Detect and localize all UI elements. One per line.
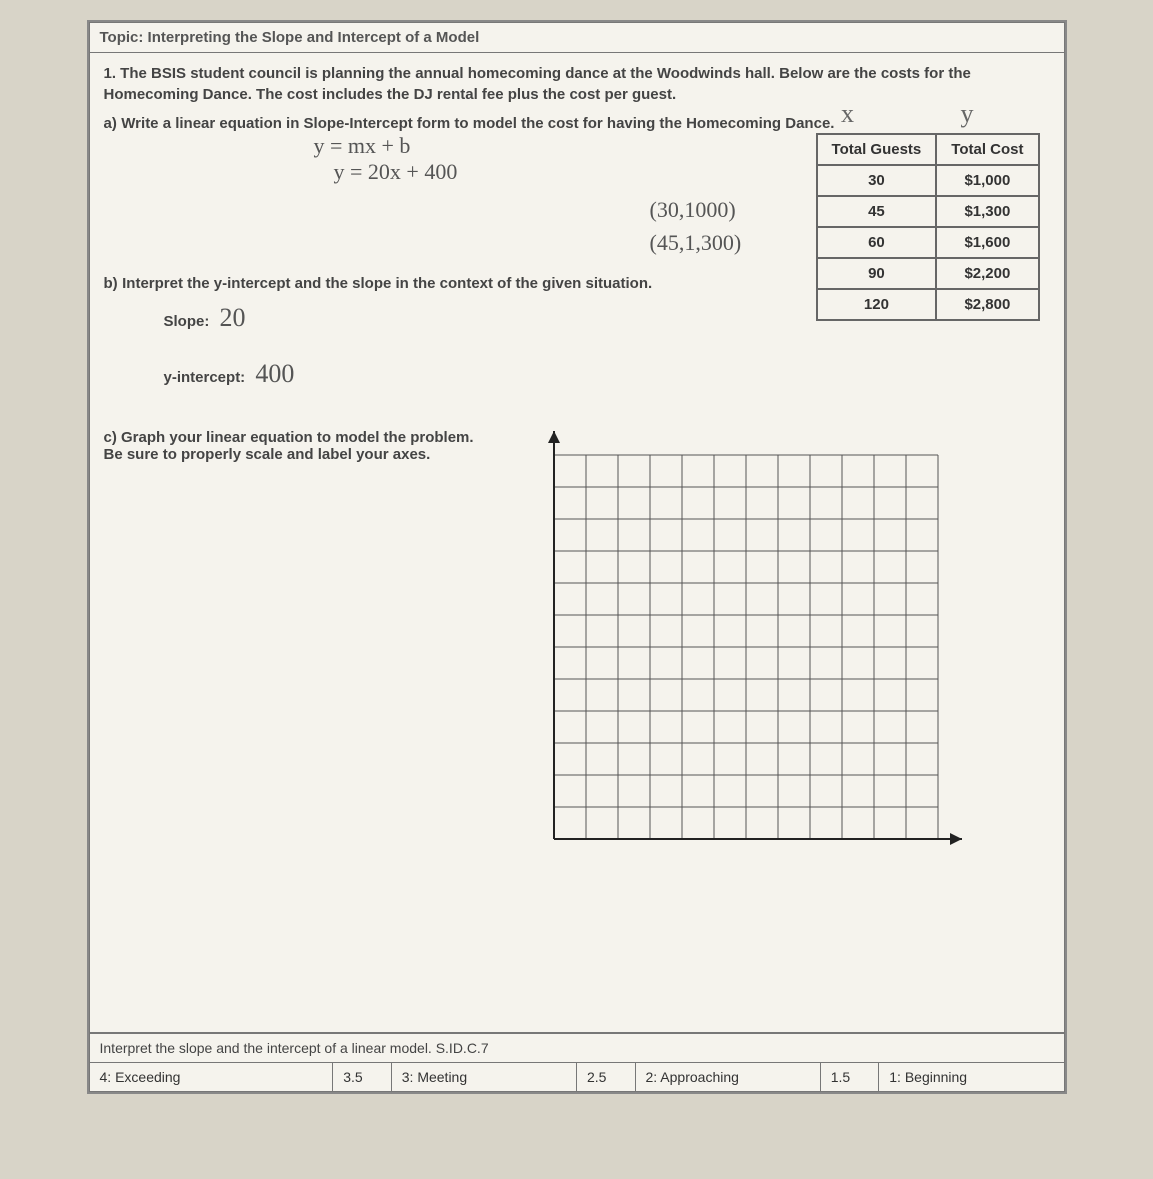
standard-text: Interpret the slope and the intercept of… xyxy=(89,1034,1064,1063)
topic-bar: Topic: Interpreting the Slope and Interc… xyxy=(89,22,1065,53)
data-table: Total Guests Total Cost 30$1,000 45$1,30… xyxy=(816,133,1040,321)
slope-label: Slope: xyxy=(164,313,210,330)
part-a-label: a) xyxy=(104,115,117,132)
table-row: 30$1,000 xyxy=(817,165,1039,196)
part-c-text: Graph your linear equation to model the … xyxy=(104,429,474,463)
graph-grid xyxy=(504,429,984,869)
part-a-text: Write a linear equation in Slope-Interce… xyxy=(121,115,834,132)
col-header-guests: Total Guests xyxy=(817,134,937,165)
hw-coord1: (30,1000) xyxy=(650,193,742,226)
rubric-cell: 4: Exceeding xyxy=(89,1063,333,1092)
yint-value: 400 xyxy=(255,359,294,388)
xy-annotation: x y xyxy=(841,99,1024,129)
rubric-cell: 1: Beginning xyxy=(879,1063,1064,1092)
rubric-cell: 2: Approaching xyxy=(635,1063,820,1092)
part-c-text-block: c) Graph your linear equation to model t… xyxy=(104,429,484,869)
rubric-row: 4: Exceeding 3.5 3: Meeting 2.5 2: Appro… xyxy=(89,1063,1064,1092)
grid-svg xyxy=(504,429,984,869)
part-c: c) Graph your linear equation to model t… xyxy=(104,429,1050,869)
rubric-score: 1.5 xyxy=(820,1063,879,1092)
hw-coords: (30,1000) (45,1,300) xyxy=(650,193,742,259)
yint-line: y-intercept: 400 xyxy=(164,359,1050,389)
part-b-label: b) xyxy=(104,275,118,292)
table-header-row: Total Guests Total Cost xyxy=(817,134,1039,165)
table-row: 90$2,200 xyxy=(817,258,1039,289)
table-row: 120$2,800 xyxy=(817,289,1039,320)
part-b-text: Interpret the y-intercept and the slope … xyxy=(122,275,652,292)
topic-text: Topic: Interpreting the Slope and Interc… xyxy=(100,29,480,46)
table-row: 45$1,300 xyxy=(817,196,1039,227)
part-c-label: c) xyxy=(104,429,117,446)
rubric-score: 2.5 xyxy=(577,1063,636,1092)
slope-value: 20 xyxy=(220,303,246,332)
col-header-cost: Total Cost xyxy=(936,134,1038,165)
standard-row: Interpret the slope and the intercept of… xyxy=(89,1034,1064,1063)
rubric-score: 3.5 xyxy=(333,1063,392,1092)
footer-table: Interpret the slope and the intercept of… xyxy=(89,1033,1065,1092)
hw-coord2: (45,1,300) xyxy=(650,226,742,259)
rubric-cell: 3: Meeting xyxy=(391,1063,576,1092)
table-body: 30$1,000 45$1,300 60$1,600 90$2,200 120$… xyxy=(817,165,1039,320)
worksheet-page: Topic: Interpreting the Slope and Interc… xyxy=(87,20,1067,1094)
table-row: 60$1,600 xyxy=(817,227,1039,258)
main-content: 1. The BSIS student council is planning … xyxy=(89,53,1065,1033)
yint-label: y-intercept: xyxy=(164,369,246,386)
